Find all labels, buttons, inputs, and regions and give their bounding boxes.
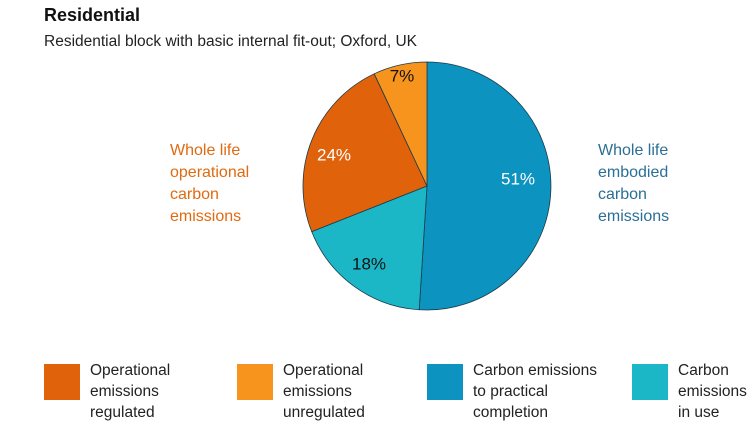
pie-slice <box>373 61 428 187</box>
legend-item-operational-regulated: Operational emissions regulated <box>44 360 170 423</box>
pie-slice <box>311 185 428 311</box>
legend-label: Carbon emissions in use <box>678 360 747 423</box>
pie-slice-label: 51% <box>501 169 535 188</box>
pie-slice <box>302 73 428 233</box>
pie-slice-label: 24% <box>317 145 351 164</box>
chart-title: Residential <box>44 5 141 25</box>
operational-label-line: operational <box>170 164 250 181</box>
legend-label-line: Operational <box>90 362 171 379</box>
legend-label-line: regulated <box>90 404 155 421</box>
legend-item-operational-unregulated: Operational emissions unregulated <box>237 360 365 423</box>
legend-label-line: emissions <box>90 383 159 400</box>
legend-label-line: completion <box>473 404 548 421</box>
embodied-label-line: emissions <box>598 208 670 225</box>
legend-swatch <box>237 364 273 400</box>
legend-label: Carbon emissions to practical completion <box>473 360 597 423</box>
legend-label: Operational emissions regulated <box>90 360 170 423</box>
operational-label-line: Whole life <box>170 142 241 159</box>
legend-label-line: to practical <box>473 383 548 400</box>
embodied-group-label: Whole life embodied carbon emissions <box>598 140 669 228</box>
legend-label-line: unregulated <box>283 404 365 421</box>
legend-swatch <box>632 364 668 400</box>
legend-swatch <box>44 364 80 400</box>
legend-label-line: Carbon <box>678 362 729 379</box>
legend-label: Operational emissions unregulated <box>283 360 365 423</box>
operational-label-line: carbon <box>170 186 219 203</box>
operational-group-label: Whole life operational carbon emissions <box>170 140 249 228</box>
legend-item-carbon-practical-completion: Carbon emissions to practical completion <box>427 360 597 423</box>
legend-label-line: in use <box>678 404 720 421</box>
pie-slice-label: 7% <box>390 66 415 85</box>
embodied-label-line: Whole life <box>598 142 669 159</box>
legend-item-carbon-in-use: Carbon emissions in use <box>632 360 747 423</box>
legend-label-line: Carbon emissions <box>473 362 598 379</box>
embodied-label-line: carbon <box>598 186 647 203</box>
operational-label-line: emissions <box>170 208 242 225</box>
chart-subtitle: Residential block with basic internal fi… <box>44 33 418 50</box>
pie-chart: 51% 18% 24% 7% <box>302 61 552 311</box>
legend-label-line: emissions <box>678 383 747 400</box>
pie-slice <box>418 61 552 311</box>
legend-label-line: Operational <box>283 362 364 379</box>
legend-label-line: emissions <box>283 383 352 400</box>
pie-slice-label: 18% <box>352 254 386 273</box>
legend-swatch <box>427 364 463 400</box>
chart-legend: Operational emissions regulated Operatio… <box>0 360 750 438</box>
embodied-label-line: embodied <box>598 164 669 181</box>
